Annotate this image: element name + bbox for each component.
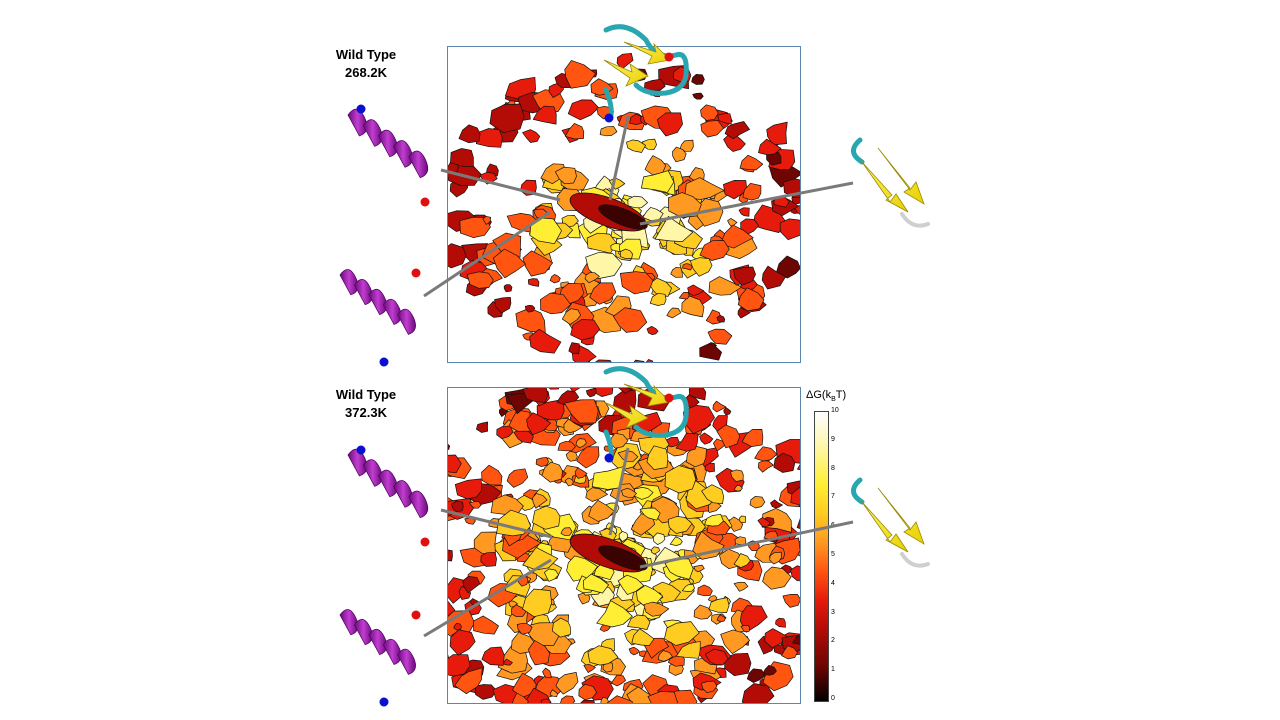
- hairpin-icon: [851, 137, 930, 228]
- colorbar-tick: 2: [831, 637, 835, 645]
- panel-1-temperature: 268.2K: [345, 65, 387, 80]
- helix-icon: [347, 108, 429, 179]
- n-terminus-dot: [604, 453, 614, 463]
- panel-1-title-name: Wild Type: [335, 47, 397, 62]
- free-energy-map-bottom: [447, 387, 801, 704]
- colorbar-tick: 10: [831, 407, 839, 414]
- panel-1-title: Wild Type 268.2K: [311, 46, 421, 82]
- colorbar: [814, 411, 829, 702]
- colorbar-tick: 4: [831, 579, 835, 587]
- arrow: [608, 115, 630, 201]
- arrow: [639, 181, 854, 226]
- arrow: [423, 210, 551, 298]
- hairpin-icon: [851, 477, 930, 568]
- c-terminus-dot: [411, 610, 421, 620]
- helix-icon: [347, 448, 429, 519]
- helix-icon: [339, 269, 416, 335]
- panel-2-temperature: 372.3K: [345, 405, 387, 420]
- arrow: [440, 508, 553, 539]
- free-energy-map-top: [447, 46, 801, 363]
- n-terminus-dot: [379, 357, 389, 367]
- n-terminus-dot: [604, 113, 614, 123]
- colorbar-tick: 8: [831, 464, 835, 472]
- arrow: [608, 447, 630, 536]
- colorbar-tick: 9: [831, 435, 835, 443]
- colorbar-tick: 7: [831, 493, 835, 501]
- colorbar-label: ΔG(kBT): [806, 389, 847, 404]
- c-terminus-dot: [664, 393, 674, 403]
- c-terminus-dot: [411, 268, 421, 278]
- colorbar-tick: 5: [831, 551, 835, 558]
- panel-2-title: Wild Type 372.3K: [311, 386, 421, 422]
- free-energy-contours-bottom: [448, 388, 800, 703]
- c-terminus-dot: [420, 197, 430, 207]
- c-terminus-dot: [664, 52, 674, 62]
- mixed-structure-icon: [603, 24, 689, 121]
- colorbar-tick: 3: [831, 608, 835, 616]
- n-terminus-dot: [356, 445, 366, 455]
- panel-2-title-name: Wild Type: [335, 387, 397, 402]
- c-terminus-dot: [420, 537, 430, 547]
- arrow: [639, 520, 854, 569]
- arrow: [440, 168, 561, 202]
- arrow: [423, 558, 552, 638]
- free-energy-contours-top: [448, 52, 800, 362]
- helix-icon: [339, 609, 416, 675]
- n-terminus-dot: [379, 697, 389, 707]
- n-terminus-dot: [356, 104, 366, 114]
- mixed-structure-icon: [603, 366, 689, 463]
- colorbar-tick: 1: [831, 666, 835, 674]
- colorbar-tick: 0: [831, 695, 835, 702]
